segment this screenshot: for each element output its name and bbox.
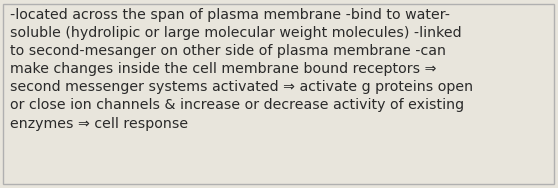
Text: -located across the span of plasma membrane -bind to water-
soluble (hydrolipic : -located across the span of plasma membr… <box>10 8 473 131</box>
